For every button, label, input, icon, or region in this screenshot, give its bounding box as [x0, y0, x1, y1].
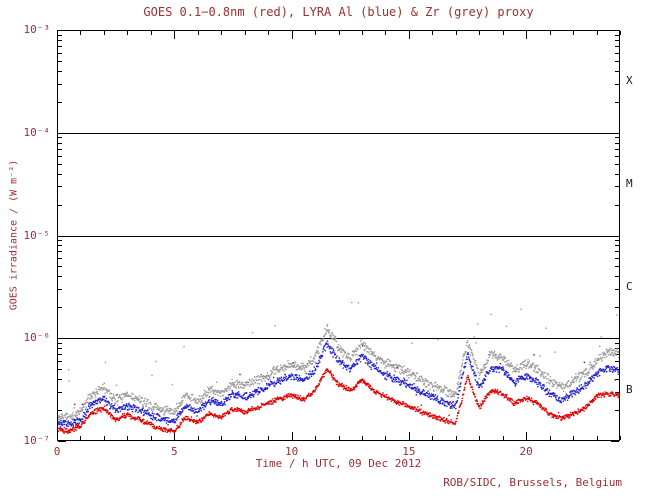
flare-class-label: B	[626, 382, 633, 396]
y-tick-label: 10⁻³	[23, 23, 51, 36]
credit-text: ROB/SIDC, Brussels, Belgium	[443, 476, 622, 489]
x-tick-label: 15	[402, 445, 416, 458]
y-axis-title: GOES irradiance / (W m⁻²)	[8, 159, 20, 311]
flare-class-label: X	[626, 74, 633, 88]
x-tick-label: 0	[53, 445, 61, 458]
y-tick-label: 10⁻⁵	[23, 228, 51, 242]
x-tick-label: 20	[519, 445, 533, 458]
x-axis-title: Time / h UTC, 09 Dec 2012	[255, 457, 422, 470]
flare-class-label: M	[626, 177, 633, 191]
x-tick-label: 5	[170, 445, 178, 458]
y-tick-label: 10⁻⁶	[23, 331, 51, 345]
y-tick-label: 10⁻⁴	[23, 125, 51, 139]
x-tick-label: 10	[284, 445, 299, 458]
flare-class-label: C	[626, 279, 633, 293]
y-tick-label: 10⁻⁷	[23, 434, 51, 447]
